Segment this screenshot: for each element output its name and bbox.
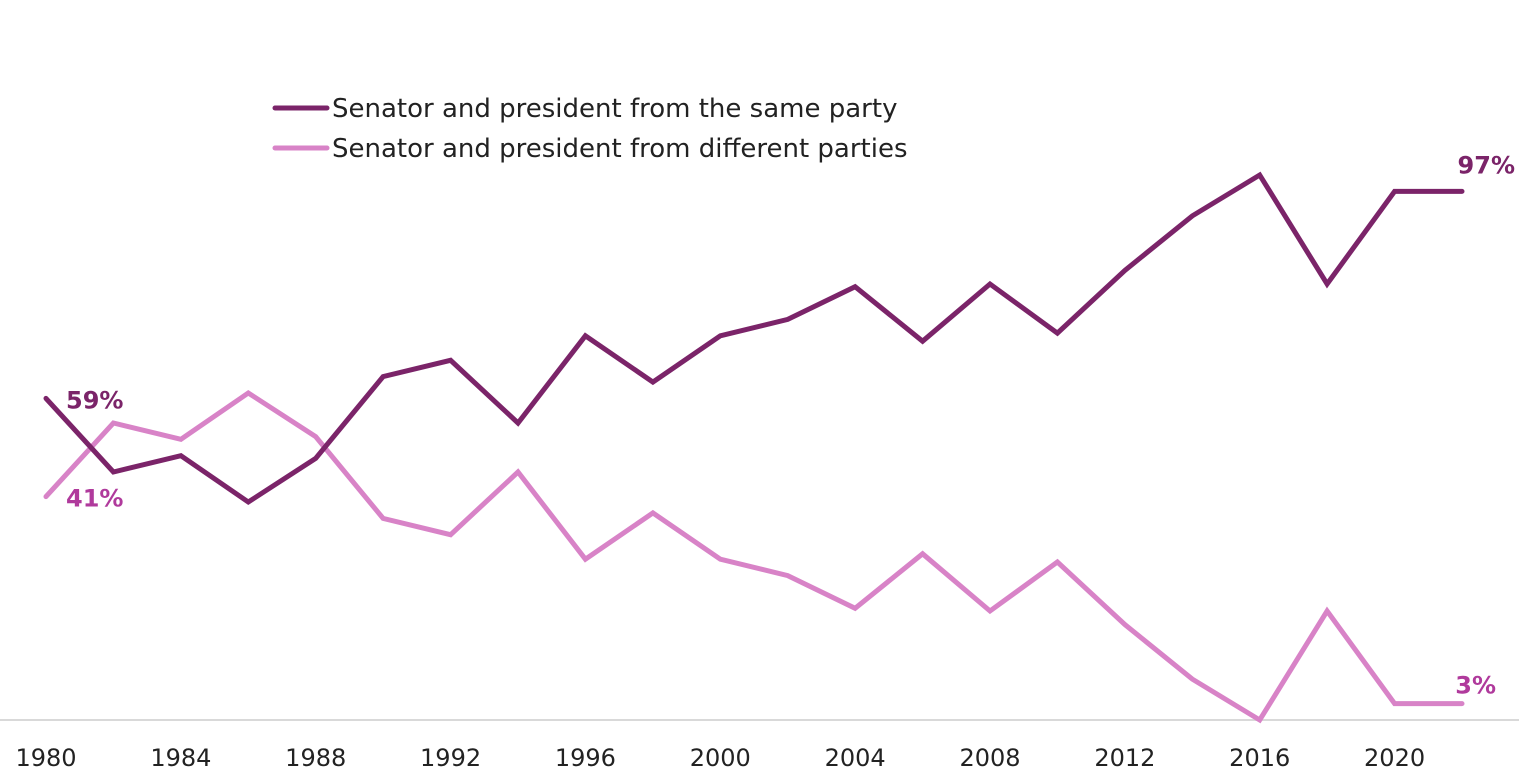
x-tick-label: 2004 bbox=[825, 744, 886, 772]
data-label-same-party-start: 59% bbox=[66, 386, 123, 414]
series-lines bbox=[43, 171, 1465, 724]
x-axis-tick-labels: 1980 1984 1988 1992 1996 2000 2004 2008 2012 2016… bbox=[15, 744, 1425, 772]
series-line-same-party bbox=[43, 171, 1465, 506]
data-label-same-party-end: 97% bbox=[1458, 151, 1515, 179]
x-tick-label: 1996 bbox=[555, 744, 616, 772]
x-tick-label: 1984 bbox=[150, 744, 211, 772]
legend-label-same-party: Senator and president from the same part… bbox=[332, 94, 897, 124]
chart-legend: Senator and president from the same part… bbox=[272, 94, 908, 164]
x-tick-label: 1992 bbox=[420, 744, 481, 772]
x-tick-label: 2020 bbox=[1364, 744, 1425, 772]
x-tick-label: 2008 bbox=[959, 744, 1020, 772]
x-tick-label: 1988 bbox=[285, 744, 346, 772]
x-tick-label: 1980 bbox=[15, 744, 76, 772]
x-tick-label: 2016 bbox=[1229, 744, 1290, 772]
legend-label-different-parties: Senator and president from different par… bbox=[332, 134, 908, 164]
x-tick-label: 2012 bbox=[1094, 744, 1155, 772]
data-labels: 59% 41% 97% 3% bbox=[66, 151, 1515, 699]
data-label-different-parties-start: 41% bbox=[66, 485, 123, 513]
data-label-different-parties-end: 3% bbox=[1455, 672, 1496, 700]
x-tick-label: 2000 bbox=[690, 744, 751, 772]
series-line-different-parties bbox=[43, 389, 1465, 724]
